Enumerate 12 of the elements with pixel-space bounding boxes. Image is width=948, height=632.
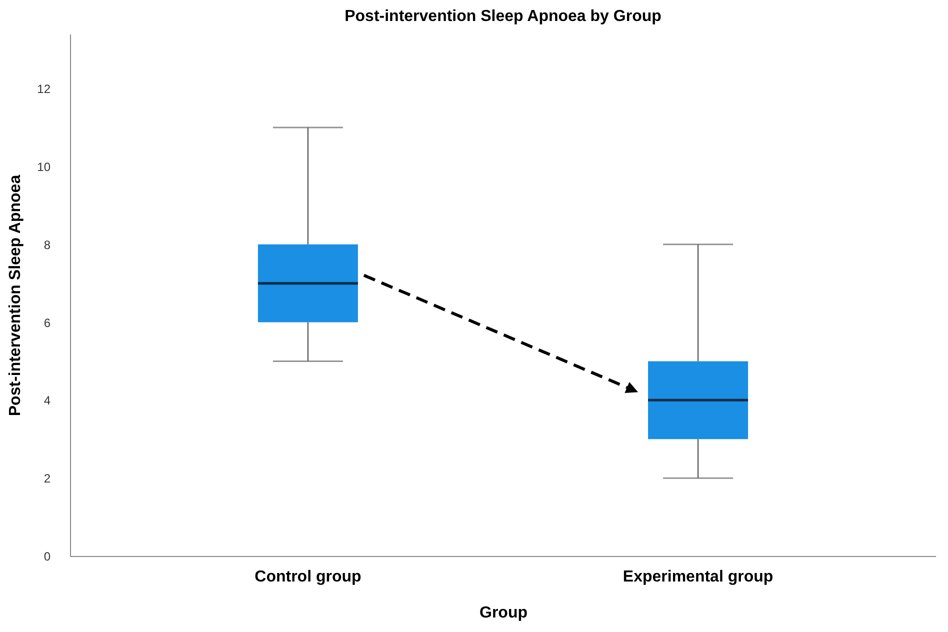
x-tick-label: Experimental group [622, 568, 774, 586]
y-tick-label: 2 [44, 472, 51, 486]
y-tick-label: 8 [44, 238, 51, 252]
x-tick-label: Control group [254, 568, 362, 586]
y-tick-label: 6 [44, 316, 51, 330]
y-tick-label: 10 [37, 160, 51, 174]
x-axis-title: Group [480, 604, 528, 622]
y-tick-label: 4 [44, 394, 51, 408]
y-tick-label: 0 [44, 550, 51, 564]
chart-title: Post-intervention Sleep Apnoea by Group [344, 8, 662, 25]
y-axis-title: Post-intervention Sleep Apnoea [7, 174, 24, 416]
y-tick-label: 12 [37, 82, 51, 96]
